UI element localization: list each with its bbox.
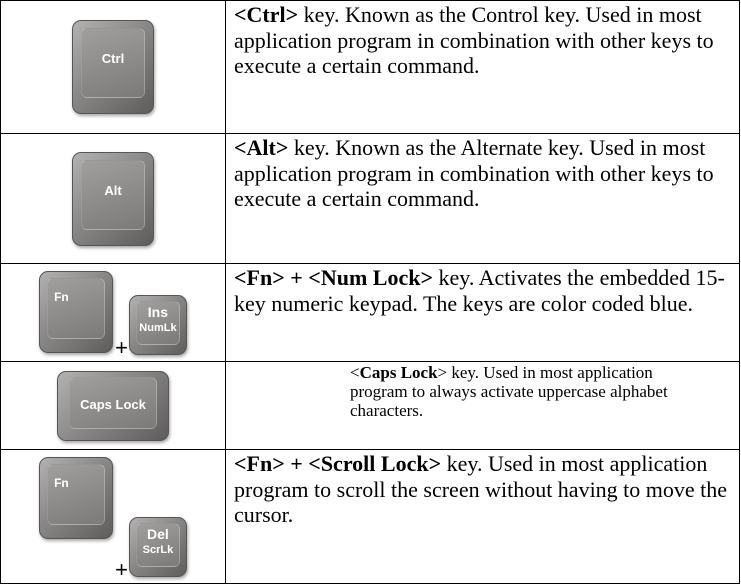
description-cell: <Caps Lock> key. Used in most applicatio…	[225, 361, 740, 450]
key-cell: Alt	[0, 133, 226, 264]
key-icon: Fn	[39, 457, 114, 539]
key-label: Ins	[147, 304, 169, 320]
table-row: Caps Lock <Caps Lock> key. Used in most a…	[0, 361, 740, 450]
key-icon: Ctrl	[72, 20, 154, 114]
key-group: Caps Lock	[1, 362, 225, 449]
description-text: key. Activates the embedded 15-key numer…	[234, 265, 725, 316]
description-cell: <Alt> key. Known as the Alternate key. U…	[225, 133, 740, 264]
key-sublabel: NumLk	[139, 322, 177, 334]
description-cell: <Fn> + <Scroll Lock> key. Used in most a…	[225, 449, 740, 584]
key-group: Alt	[1, 134, 225, 263]
description-cell: <Fn> + <Num Lock> key. Activates the emb…	[225, 263, 740, 362]
key-cell: Fn + Ins NumLk	[0, 263, 226, 362]
key-cell: Fn + Del ScrLk	[0, 449, 226, 584]
table-row: Ctrl <Ctrl> key. Known as the Control key…	[0, 0, 740, 134]
description-text: <	[350, 363, 360, 382]
description-text: key. Known as the Control key. Used in m…	[234, 2, 714, 78]
key-icon: Caps Lock	[57, 370, 169, 441]
key-label: Alt	[104, 182, 122, 198]
key-icon: Del ScrLk	[128, 517, 187, 577]
key-cell: Ctrl	[0, 0, 226, 134]
key-cell: Caps Lock	[0, 361, 226, 450]
table-row: Fn + Del ScrLk <Fn> + <Scroll Lock> key. Use…	[0, 449, 740, 584]
key-label: Del	[147, 526, 169, 542]
description-text: Caps Lock	[359, 363, 438, 382]
key-label: Caps Lock	[80, 396, 146, 412]
description-text: <Alt>	[234, 135, 289, 160]
description-text: > key. Used in most application program …	[350, 363, 668, 420]
description-cell: <Ctrl> key. Known as the Control key. Us…	[225, 0, 740, 134]
description-text: key. Used in most application program to…	[234, 451, 728, 527]
key-icon: Ins NumLk	[128, 295, 187, 355]
key-group: Fn + Del ScrLk	[1, 450, 225, 583]
description-text: <Ctrl>	[234, 2, 299, 27]
description-text: key. Known as the Alternate key. Used in…	[234, 135, 714, 211]
description-text: <Fn> + <Num Lock>	[234, 265, 433, 290]
key-label: Fn	[54, 290, 69, 304]
table-row: Fn + Ins NumLk <Fn> + <Num Lock> key. Activa…	[0, 263, 740, 362]
key-label: Ctrl	[101, 51, 125, 66]
key-group: Ctrl	[1, 1, 225, 133]
description-text: <Fn> + <Scroll Lock>	[234, 451, 442, 476]
key-icon: Fn	[39, 271, 114, 353]
key-label: Fn	[54, 476, 69, 490]
key-group: Fn + Ins NumLk	[1, 264, 225, 361]
key-icon: Alt	[72, 151, 154, 246]
plus-sign: +	[115, 335, 128, 360]
key-sublabel: ScrLk	[142, 544, 174, 556]
plus-sign: +	[115, 557, 128, 582]
table-row: Alt <Alt> key. Known as the Alternate key…	[0, 133, 740, 264]
